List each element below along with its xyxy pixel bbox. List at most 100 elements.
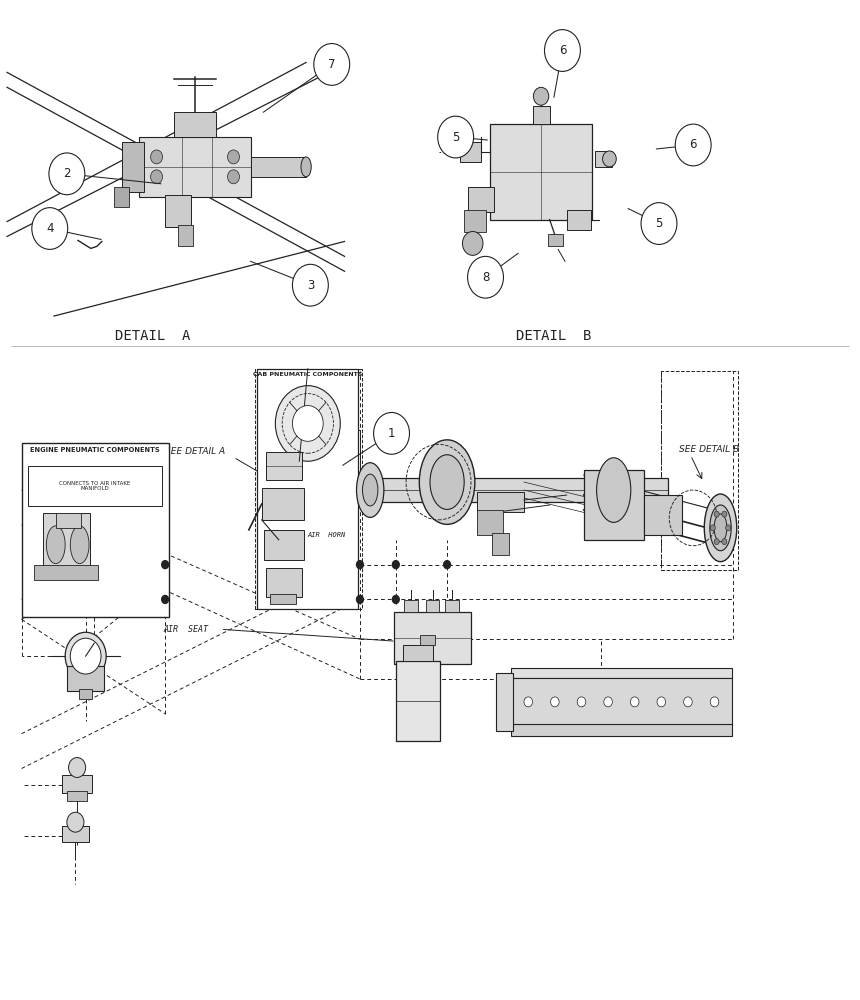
Text: CAB PNEUMATIC COMPONENTS: CAB PNEUMATIC COMPONENTS	[253, 372, 363, 377]
Circle shape	[604, 697, 612, 707]
Ellipse shape	[363, 474, 378, 506]
Bar	[62, 775, 93, 793]
Circle shape	[684, 697, 692, 707]
Circle shape	[32, 208, 68, 249]
Circle shape	[228, 170, 239, 184]
Circle shape	[292, 406, 323, 441]
Bar	[402, 645, 433, 661]
Bar	[114, 187, 129, 207]
Circle shape	[162, 595, 169, 603]
Ellipse shape	[430, 455, 464, 509]
Bar	[250, 157, 306, 177]
Circle shape	[357, 595, 364, 603]
Circle shape	[162, 561, 169, 569]
Circle shape	[357, 561, 364, 569]
Circle shape	[722, 539, 727, 545]
Text: 8: 8	[482, 271, 489, 284]
Circle shape	[603, 151, 617, 167]
Circle shape	[392, 595, 399, 603]
Bar	[511, 678, 732, 726]
Bar	[67, 791, 88, 801]
Text: SEE DETAIL A: SEE DETAIL A	[165, 447, 225, 456]
Circle shape	[630, 697, 639, 707]
Text: AIR  SEAT: AIR SEAT	[163, 625, 208, 634]
Bar	[548, 234, 563, 246]
Circle shape	[657, 697, 666, 707]
Circle shape	[150, 170, 163, 184]
Bar	[584, 470, 643, 540]
Circle shape	[69, 758, 86, 777]
Bar	[660, 371, 738, 570]
Bar	[266, 452, 302, 480]
Bar	[394, 612, 471, 664]
Text: ENGINE PNEUMATIC COMPONENTS: ENGINE PNEUMATIC COMPONENTS	[30, 447, 160, 453]
Circle shape	[641, 203, 677, 244]
Text: 4: 4	[46, 222, 53, 235]
Ellipse shape	[46, 526, 65, 564]
Circle shape	[714, 539, 719, 545]
Bar	[174, 112, 217, 137]
Bar	[490, 124, 593, 220]
Circle shape	[722, 511, 727, 517]
Bar	[270, 594, 296, 604]
Text: CONNECTS TO AIR INTAKE
MANIFOLD: CONNECTS TO AIR INTAKE MANIFOLD	[59, 481, 131, 491]
Ellipse shape	[597, 458, 630, 522]
Text: 5: 5	[452, 131, 459, 144]
Ellipse shape	[710, 505, 731, 551]
Text: 7: 7	[328, 58, 335, 71]
Circle shape	[292, 264, 329, 306]
Bar	[165, 195, 191, 227]
Bar	[43, 513, 90, 578]
Bar	[492, 533, 508, 555]
Circle shape	[444, 561, 451, 569]
Circle shape	[468, 256, 503, 298]
Bar	[264, 530, 304, 560]
Circle shape	[228, 150, 239, 164]
Bar	[532, 106, 550, 124]
Circle shape	[373, 412, 409, 454]
Bar	[266, 568, 302, 597]
Circle shape	[71, 638, 101, 674]
Bar	[360, 478, 667, 502]
Bar	[139, 137, 250, 197]
Ellipse shape	[71, 526, 89, 564]
Text: 1: 1	[388, 427, 396, 440]
Ellipse shape	[301, 157, 311, 177]
Text: DETAIL  B: DETAIL B	[516, 329, 592, 343]
Text: 3: 3	[307, 279, 314, 292]
Circle shape	[463, 232, 483, 255]
Bar	[178, 225, 194, 246]
Text: 5: 5	[655, 217, 663, 230]
Text: SEE DETAIL B: SEE DETAIL B	[679, 445, 740, 454]
Bar	[255, 369, 362, 609]
Bar	[477, 510, 502, 535]
Circle shape	[314, 44, 350, 85]
Ellipse shape	[357, 463, 384, 517]
Circle shape	[524, 697, 532, 707]
Bar	[464, 210, 486, 232]
Circle shape	[67, 812, 84, 832]
Text: AIR  HORN: AIR HORN	[307, 532, 345, 538]
Circle shape	[544, 30, 580, 71]
Bar	[79, 689, 93, 699]
Bar	[511, 724, 732, 736]
Circle shape	[438, 116, 474, 158]
Ellipse shape	[714, 514, 727, 542]
Bar	[426, 600, 439, 612]
Bar	[469, 187, 494, 212]
Circle shape	[49, 153, 85, 195]
Bar	[511, 668, 732, 678]
Bar	[28, 466, 162, 506]
Bar	[595, 151, 612, 167]
Bar	[420, 635, 435, 645]
Circle shape	[275, 386, 341, 461]
Bar	[496, 673, 513, 731]
Circle shape	[726, 525, 731, 531]
Bar	[67, 666, 104, 691]
Bar	[261, 488, 304, 520]
Bar	[22, 443, 169, 617]
Bar	[396, 661, 440, 741]
Circle shape	[714, 511, 719, 517]
Bar	[460, 142, 482, 162]
Circle shape	[150, 150, 163, 164]
